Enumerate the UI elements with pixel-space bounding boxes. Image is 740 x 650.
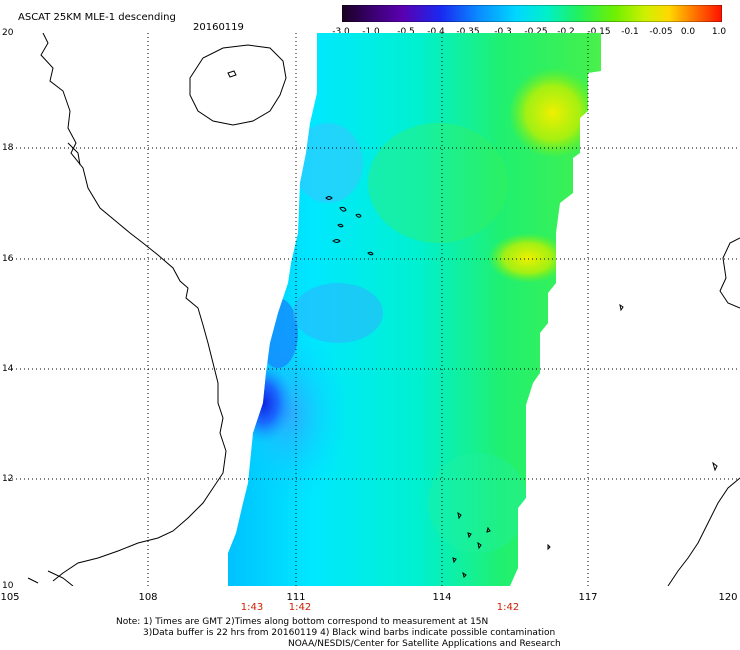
colorbar-label: -0.15 <box>587 27 611 37</box>
map-date: 20160119 <box>193 22 244 33</box>
map-title: ASCAT 25KM MLE-1 descending <box>18 12 176 23</box>
scatterometer-swath <box>228 33 601 586</box>
lon-label: 111 <box>286 592 306 603</box>
colorbar-label: -0.05 <box>649 27 673 37</box>
colorbar-label: -1.0 <box>362 27 380 37</box>
lon-label: 108 <box>138 592 158 603</box>
colorbar-label: -0.5 <box>397 27 415 37</box>
time-label: 1:42 <box>496 602 520 613</box>
coastline <box>27 33 740 586</box>
colorbar-label: -0.35 <box>456 27 480 37</box>
lon-label: 114 <box>432 592 452 603</box>
lon-label: 105 <box>0 592 20 603</box>
lat-label: 14 <box>2 364 14 374</box>
colorbar-label: -0.1 <box>621 27 639 37</box>
colorbar-label: -0.25 <box>524 27 548 37</box>
colorbar-labels: -3.0 -1.0 -0.5 -0.4 -0.35 -0.3 -0.25 -0.… <box>332 27 728 39</box>
note-line-2: 3)Data buffer is 22 hrs from 20160119 4)… <box>143 628 556 638</box>
colorbar <box>342 5 722 22</box>
lat-lon-grid <box>8 33 740 586</box>
lat-label: 10 <box>2 581 14 591</box>
lon-label: 117 <box>578 592 598 603</box>
colorbar-label: 1.0 <box>711 27 727 37</box>
lat-label: 16 <box>2 254 14 264</box>
time-label: 1:42 <box>288 602 312 613</box>
colorbar-label: -3.0 <box>332 27 350 37</box>
lat-label: 20 <box>2 28 14 38</box>
colorbar-label: -0.4 <box>427 27 445 37</box>
lon-label: 120 <box>718 592 738 603</box>
time-label: 1:43 <box>240 602 264 613</box>
colorbar-label: -0.3 <box>494 27 512 37</box>
colorbar-label: 0.0 <box>680 27 696 37</box>
note-line-3: NOAA/NESDIS/Center for Satellite Applica… <box>288 639 561 649</box>
colorbar-label: -0.2 <box>557 27 575 37</box>
lat-label: 18 <box>2 143 14 153</box>
lat-label: 12 <box>2 474 14 484</box>
note-line-1: Note: 1) Times are GMT 2)Times along bot… <box>116 617 489 627</box>
map-panel <box>8 33 740 586</box>
